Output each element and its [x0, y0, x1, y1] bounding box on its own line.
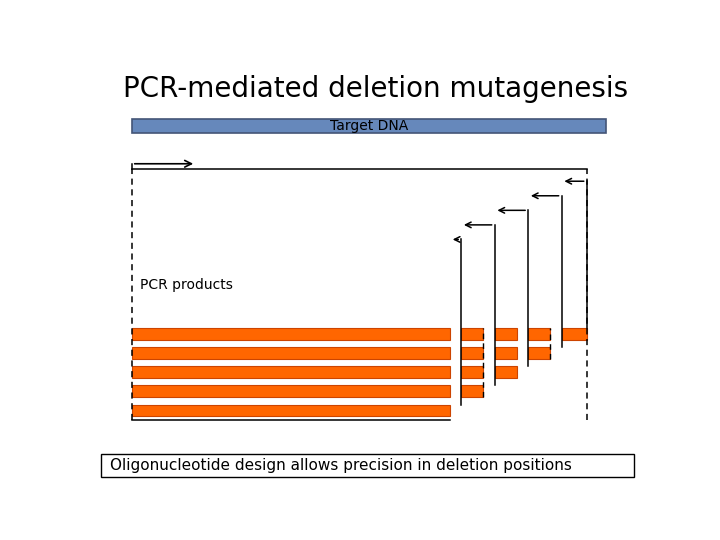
Bar: [528, 328, 550, 340]
Bar: [495, 347, 517, 359]
Bar: [495, 328, 517, 340]
Bar: [562, 328, 587, 340]
Bar: [495, 366, 517, 378]
Bar: [132, 366, 450, 378]
Text: PCR-mediated deletion mutagenesis: PCR-mediated deletion mutagenesis: [124, 75, 629, 103]
Text: Oligonucleotide design allows precision in deletion positions: Oligonucleotide design allows precision …: [109, 458, 572, 474]
Bar: [132, 119, 606, 133]
Bar: [461, 347, 483, 359]
Bar: [101, 454, 634, 477]
Bar: [461, 366, 483, 378]
Bar: [132, 386, 450, 397]
Bar: [132, 347, 450, 359]
Bar: [132, 328, 450, 340]
Bar: [461, 328, 483, 340]
Text: Target DNA: Target DNA: [330, 119, 408, 133]
Bar: [528, 347, 550, 359]
Text: PCR products: PCR products: [140, 278, 233, 292]
Bar: [461, 386, 483, 397]
Bar: [132, 404, 450, 416]
